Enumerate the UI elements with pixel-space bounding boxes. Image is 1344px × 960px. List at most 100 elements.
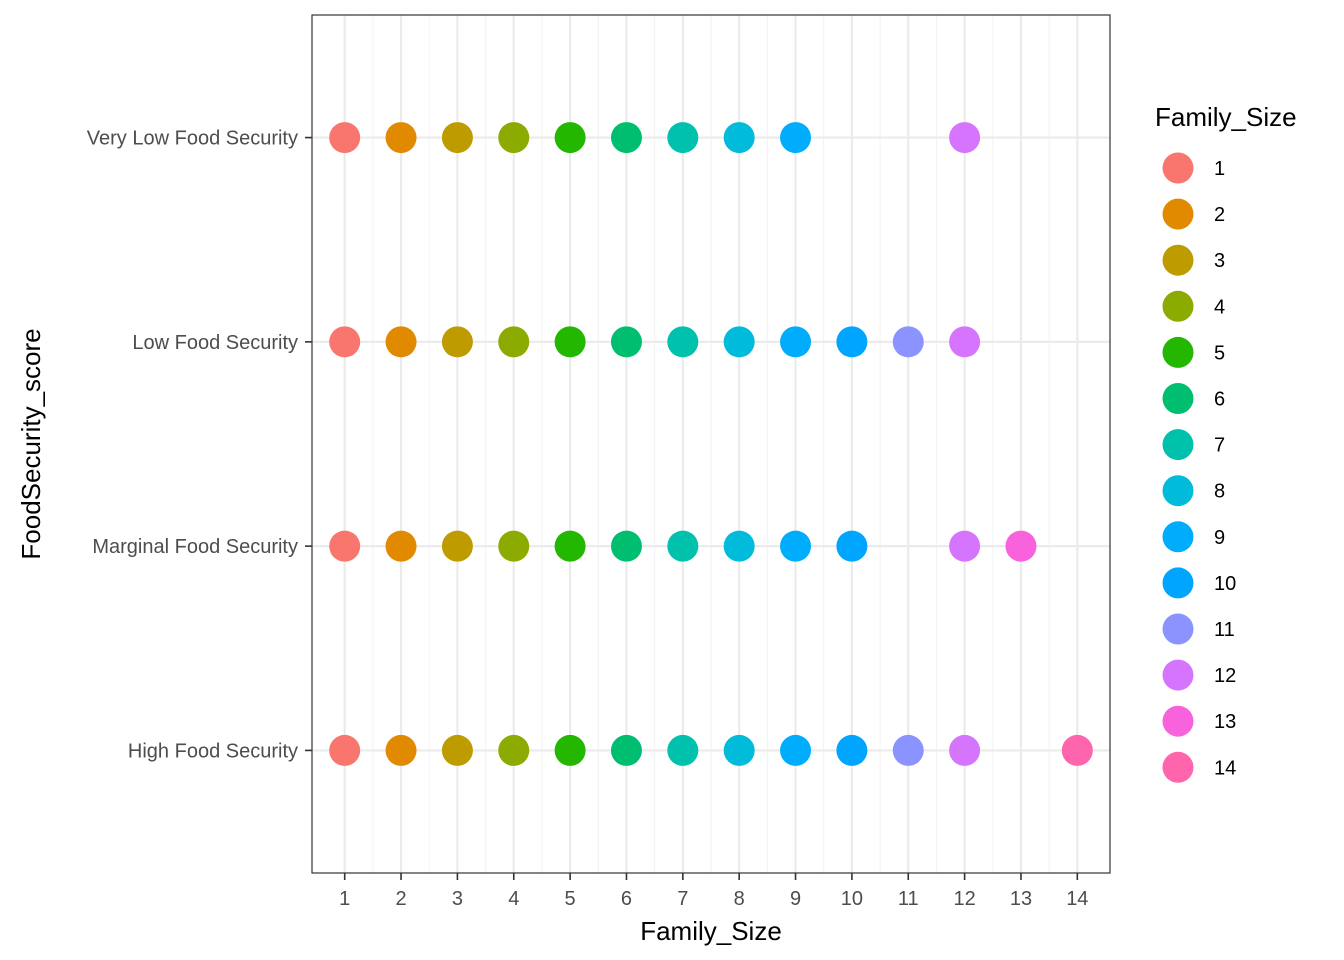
data-point — [554, 326, 586, 358]
data-points — [329, 122, 1093, 766]
legend-key — [1162, 613, 1194, 645]
x-tick-label: 10 — [841, 888, 863, 910]
data-point — [723, 122, 755, 154]
data-point — [610, 122, 642, 154]
data-point — [836, 530, 868, 562]
data-point — [441, 530, 473, 562]
data-point — [329, 734, 361, 766]
legend-key — [1162, 705, 1194, 737]
data-point — [892, 734, 924, 766]
data-point — [780, 326, 812, 358]
data-point — [554, 530, 586, 562]
data-point — [667, 530, 699, 562]
data-point — [949, 122, 981, 154]
legend-label: 2 — [1214, 204, 1225, 226]
data-point — [836, 326, 868, 358]
y-tick-label: Very Low Food Security — [87, 128, 298, 150]
data-point — [385, 326, 417, 358]
data-point — [554, 122, 586, 154]
data-point — [1005, 530, 1037, 562]
x-tick-label: 3 — [452, 888, 463, 910]
legend-label: 3 — [1214, 250, 1225, 272]
legend-label: 14 — [1214, 757, 1236, 779]
y-axis: High Food Security Marginal Food Security… — [87, 128, 312, 762]
legend-key — [1162, 659, 1194, 691]
x-axis: 1 2 3 4 5 6 7 8 9 10 11 12 13 14 — [339, 873, 1088, 910]
y-tick-label: High Food Security — [128, 740, 298, 762]
data-point — [892, 326, 924, 358]
legend-key — [1162, 244, 1194, 276]
y-tick-label: Marginal Food Security — [92, 536, 298, 558]
data-point — [498, 734, 530, 766]
data-point — [441, 326, 473, 358]
x-tick-label: 13 — [1010, 888, 1032, 910]
data-point — [667, 734, 699, 766]
x-tick-label: 5 — [565, 888, 576, 910]
legend-label: 12 — [1214, 665, 1236, 687]
data-point — [836, 734, 868, 766]
x-axis-title: Family_Size — [640, 916, 782, 946]
data-point — [610, 734, 642, 766]
x-tick-label: 11 — [898, 888, 919, 910]
data-point — [329, 530, 361, 562]
x-tick-label: 6 — [621, 888, 632, 910]
data-point — [723, 530, 755, 562]
legend-title: Family_Size — [1155, 102, 1297, 132]
legend-key — [1162, 383, 1194, 414]
legend-label: 4 — [1214, 296, 1225, 318]
legend-key — [1162, 521, 1194, 553]
data-point — [610, 326, 642, 358]
x-tick-label: 8 — [734, 888, 745, 910]
data-point — [498, 326, 530, 358]
x-tick-label: 14 — [1066, 888, 1088, 910]
legend-key — [1162, 751, 1194, 783]
data-point — [385, 122, 417, 154]
data-point — [385, 734, 417, 766]
x-tick-label: 2 — [395, 888, 406, 910]
legend-label: 9 — [1214, 527, 1225, 549]
x-tick-label: 4 — [508, 888, 519, 910]
legend-label: 7 — [1214, 435, 1225, 457]
data-point — [610, 530, 642, 562]
data-point — [1061, 734, 1093, 766]
legend-key — [1162, 152, 1194, 184]
legend-label: 5 — [1214, 342, 1225, 364]
data-point — [329, 326, 361, 358]
data-point — [949, 326, 981, 358]
x-tick-label: 9 — [790, 888, 801, 910]
plot-panel-border — [311, 14, 1111, 874]
data-point — [385, 530, 417, 562]
legend-key — [1162, 429, 1194, 461]
legend-label: 6 — [1214, 389, 1225, 411]
data-point — [441, 734, 473, 766]
y-axis-title: FoodSecurity_score — [16, 328, 46, 559]
legend-key — [1162, 336, 1194, 368]
data-point — [329, 122, 361, 154]
data-point — [949, 530, 981, 562]
data-point — [949, 734, 981, 766]
data-point — [554, 734, 586, 766]
legend-key — [1162, 290, 1194, 322]
data-point — [723, 734, 755, 766]
legend-label: 13 — [1214, 711, 1236, 733]
data-point — [498, 530, 530, 562]
grid-lines — [312, 15, 1110, 873]
legend-key — [1162, 198, 1194, 230]
data-point — [667, 122, 699, 154]
x-tick-label: 12 — [953, 888, 975, 910]
y-tick-label: Low Food Security — [132, 332, 298, 354]
data-point — [780, 734, 812, 766]
legend-label: 10 — [1214, 573, 1236, 595]
data-point — [780, 122, 812, 154]
legend-label: 11 — [1214, 619, 1235, 641]
data-point — [723, 326, 755, 358]
legend-label: 1 — [1214, 158, 1225, 180]
legend-key — [1162, 567, 1194, 599]
data-point — [498, 122, 530, 154]
x-tick-label: 1 — [339, 888, 350, 910]
legend-key — [1162, 475, 1194, 507]
data-point — [441, 122, 473, 154]
data-point — [667, 326, 699, 358]
